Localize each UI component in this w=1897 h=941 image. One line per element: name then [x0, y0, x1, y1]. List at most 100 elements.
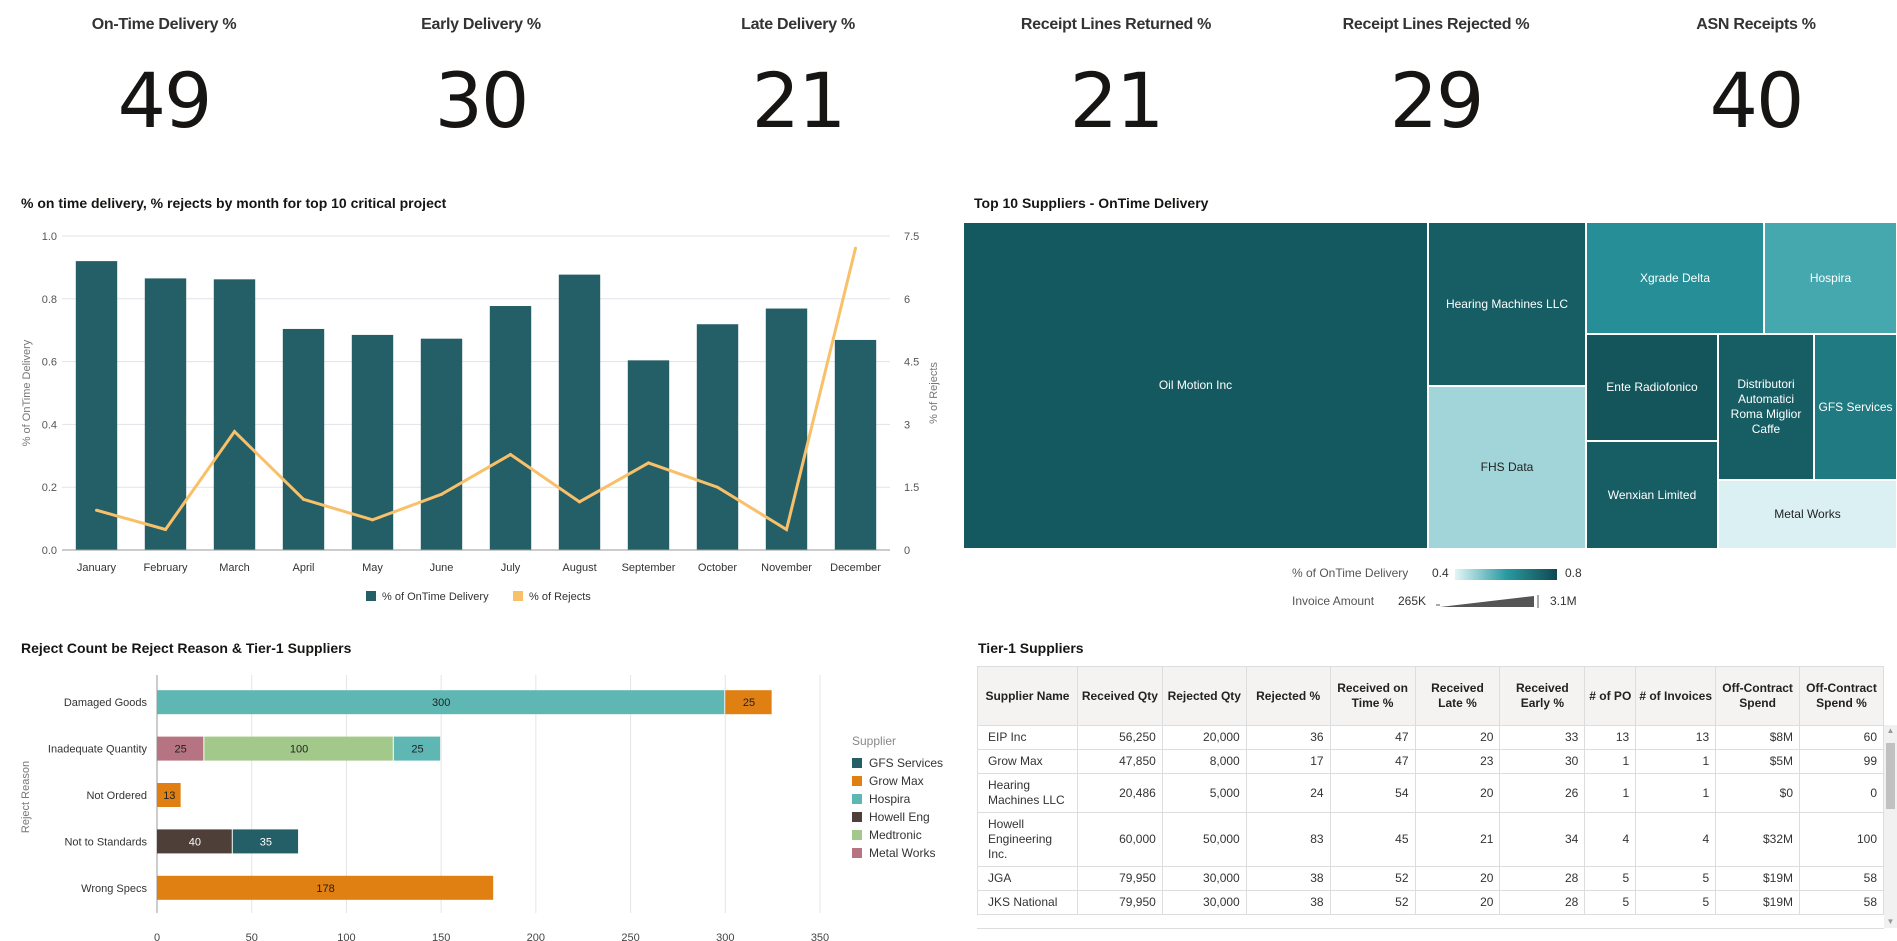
kpi-title: Receipt Lines Returned % [1020, 16, 1212, 33]
treemap-cell-label: FHS Data [1480, 460, 1534, 474]
table-cell: 24 [1245, 773, 1331, 813]
kpi-receipt-lines-returned[interactable]: Receipt Lines Returned % 21 [958, 0, 1274, 150]
column-header[interactable]: Received Early % [1499, 666, 1586, 726]
bar-value-label: 300 [432, 697, 450, 709]
y2-axis-title: % of Rejects [928, 362, 940, 424]
table-cell: 60,000 [1076, 812, 1163, 867]
column-header[interactable]: Off-Contract Spend [1715, 666, 1801, 726]
point-rejects-september [647, 461, 650, 465]
bar-ontime-october [696, 324, 739, 550]
x-tick-label: 250 [621, 932, 639, 941]
kpi-value: 21 [1069, 56, 1165, 145]
legend-label: Howell Eng [869, 810, 930, 824]
table-cell: 58 [1799, 866, 1884, 891]
table-row[interactable]: Hearing Machines LLC 20,486 5,000 24 54 20 26 1… [977, 773, 1884, 813]
kpi-on-time-delivery[interactable]: On-Time Delivery % 49 [6, 0, 322, 150]
table-cell: 47 [1329, 725, 1416, 750]
y2-tick-label: 0 [904, 545, 910, 557]
kpi-value: 29 [1389, 56, 1485, 145]
treemap-cell-hospira[interactable]: Hospira [1764, 222, 1897, 334]
table-cell: 1 [1635, 749, 1717, 774]
bar-damaged-goods-hospira [157, 690, 725, 715]
kpi-late-delivery[interactable]: Late Delivery % 21 [640, 0, 956, 150]
bar-value-label: 25 [411, 744, 423, 756]
legend-label-ontime: % of OnTime Delivery [382, 591, 489, 603]
column-header[interactable]: Rejected Qty [1161, 666, 1247, 726]
x-tick-label: September [622, 562, 676, 574]
table-row[interactable]: EIP Inc 56,250 20,000 36 47 20 33 13 13 $8M 60 [977, 725, 1884, 750]
reject-reason-chart[interactable]: 0 50 100 150 200 250 300 350 Damaged Goods 300 25 I… [0, 661, 960, 941]
point-rejects-may [371, 518, 374, 522]
table-row[interactable]: Howell Engineering Inc. 60,000 50,000 83 45 2… [977, 812, 1884, 867]
treemap-cell-distributori-automatici-roma-miglior-caffe[interactable]: Distributori Automatici Roma Miglior Caf… [1718, 334, 1814, 480]
column-header[interactable]: Received Late % [1414, 666, 1501, 726]
y-tick-label: 0.4 [42, 419, 57, 431]
kpi-title: ASN Receipts % [1696, 16, 1816, 33]
legend-label: Metal Works [869, 846, 935, 860]
bar-value-label: 35 [260, 836, 272, 848]
bar-ontime-july [489, 306, 532, 550]
table-cell: 4 [1635, 812, 1717, 867]
table-cell: 60 [1799, 725, 1884, 750]
column-header[interactable]: # of Invoices [1635, 666, 1717, 726]
bar-not-to-standards-gfs-services [232, 829, 299, 854]
column-header[interactable]: Off-Contract Spend % [1799, 666, 1884, 726]
kpi-asn-receipts[interactable]: ASN Receipts % 40 [1598, 0, 1897, 150]
kpi-receipt-lines-rejected[interactable]: Receipt Lines Rejected % 29 [1278, 0, 1594, 150]
column-header[interactable]: # of PO [1584, 666, 1637, 726]
tier1-suppliers-table-container[interactable]: Supplier Name Received Qty Rejected Qty Rej… [977, 666, 1884, 929]
treemap-size-legend: Invoice Amount 265K 3.1M [1292, 594, 1612, 614]
treemap-color-legend: % of OnTime Delivery 0.4 0.8 [1292, 566, 1612, 586]
treemap-cell-xgrade-delta[interactable]: Xgrade Delta [1586, 222, 1764, 334]
table-row[interactable]: JKS National 79,950 30,000 38 52 20 28 5 5 $19M 58 [977, 890, 1884, 915]
legend-label: Medtronic [869, 828, 922, 842]
bar-inadequate-quantity-hospira [393, 736, 441, 761]
treemap-cell-gfs-services[interactable]: GFS Services [1814, 334, 1897, 480]
tier1-suppliers-table: Supplier Name Received Qty Rejected Qty Rej… [977, 666, 1884, 915]
table-cell: 5 [1584, 890, 1637, 915]
column-header[interactable]: Rejected % [1245, 666, 1331, 726]
bar-ontime-may [351, 334, 394, 550]
column-header[interactable]: Received Qty [1076, 666, 1163, 726]
bar-value-label: 178 [316, 883, 334, 895]
column-header[interactable]: Received on Time % [1329, 666, 1416, 726]
scroll-up-icon[interactable]: ▲ [1886, 726, 1895, 735]
table-header-row: Supplier Name Received Qty Rejected Qty Rej… [977, 666, 1884, 726]
table-cell: 38 [1245, 866, 1331, 891]
table-row[interactable]: Grow Max 47,850 8,000 17 47 23 30 1 1 $5M 99 [977, 749, 1884, 774]
treemap-cell-hearing-machines-llc[interactable]: Hearing Machines LLC [1428, 222, 1586, 386]
table-cell: 50,000 [1161, 812, 1247, 867]
table-cell: 13 [1635, 725, 1717, 750]
column-header[interactable]: Supplier Name [977, 666, 1078, 726]
table-scrollbar[interactable]: ▲ ▼ [1884, 725, 1897, 928]
table-row[interactable]: JGA 79,950 30,000 38 52 20 28 5 5 $19M 58 [977, 866, 1884, 891]
point-rejects-october [716, 485, 719, 489]
treemap-cell-wenxian-limited[interactable]: Wenxian Limited [1586, 441, 1718, 549]
x-tick-label: August [562, 562, 596, 574]
table-cell: 4 [1584, 812, 1637, 867]
treemap-cell-label: Oil Motion Inc [1158, 378, 1233, 392]
table-cell: 0 [1799, 773, 1884, 813]
supplier-name-cell: Hearing Machines LLC [977, 773, 1078, 813]
kpi-early-delivery[interactable]: Early Delivery % 30 [323, 0, 639, 150]
treemap-cell-oil-motion-inc[interactable]: Oil Motion Inc [963, 222, 1428, 549]
x-tick-label: 50 [246, 932, 258, 941]
table-cell: 36 [1245, 725, 1331, 750]
table-cell: 28 [1499, 866, 1586, 891]
scroll-down-icon[interactable]: ▼ [1886, 917, 1895, 926]
bar-ontime-april [282, 328, 325, 550]
table-cell: 47 [1329, 749, 1416, 774]
combo-chart[interactable]: 0.0 0.2 0.4 0.6 0.8 1.0 0 1.5 3 4.5 6 7.5 % of OnTim… [0, 215, 940, 635]
scroll-thumb[interactable] [1886, 743, 1895, 809]
bar-ontime-january [75, 261, 118, 550]
treemap-cell-metal-works[interactable]: Metal Works [1718, 480, 1897, 549]
table-cell: $19M [1715, 866, 1801, 891]
treemap[interactable]: Oil Motion Inc Hearing Machines LLC FHS Da… [963, 222, 1897, 549]
kpi-value: 40 [1709, 56, 1805, 145]
point-rejects-december [854, 246, 857, 250]
line-rejects [96, 247, 857, 532]
treemap-cell-label: Ente Radiofonico [1606, 380, 1698, 394]
treemap-cell-ente-radiofonico[interactable]: Ente Radiofonico [1586, 334, 1718, 441]
treemap-cell-fhs-data[interactable]: FHS Data [1428, 386, 1586, 549]
y2-tick-label: 7.5 [904, 231, 919, 243]
